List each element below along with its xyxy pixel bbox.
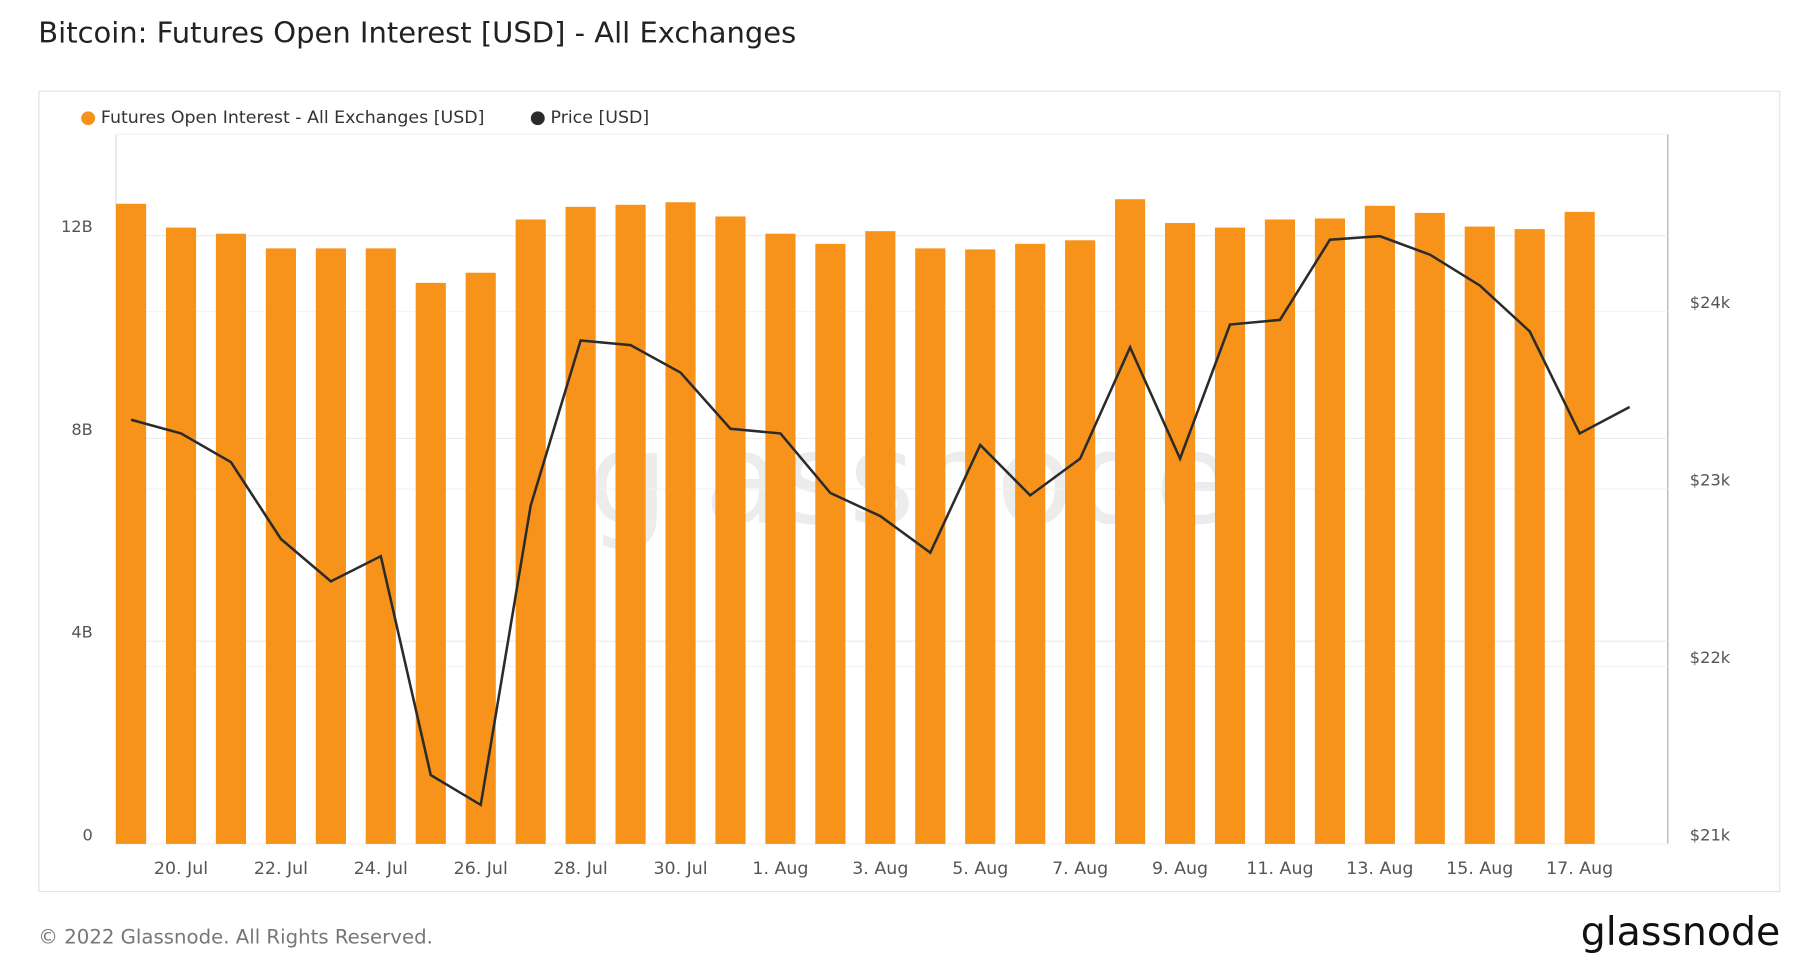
legend-label: Price [USD] bbox=[551, 108, 650, 128]
bar bbox=[315, 248, 346, 844]
bar bbox=[165, 227, 197, 844]
bar bbox=[565, 206, 596, 844]
x-tick-label: 15. Aug bbox=[1446, 859, 1513, 879]
bar bbox=[665, 202, 696, 844]
y-tick-label: 4B bbox=[71, 623, 92, 642]
bar bbox=[715, 216, 746, 844]
logo: glassnode bbox=[1581, 910, 1781, 953]
bar bbox=[415, 282, 446, 844]
x-tick-label: 1. Aug bbox=[752, 859, 808, 879]
x-tick-label: 13. Aug bbox=[1346, 859, 1413, 879]
bar bbox=[215, 233, 247, 844]
bar bbox=[1015, 243, 1046, 844]
legend-label: Futures Open Interest - All Exchanges [U… bbox=[101, 108, 485, 128]
bar bbox=[515, 219, 546, 844]
bar bbox=[1414, 212, 1445, 844]
footer: © 2022 Glassnode. All Rights Reserved. bbox=[38, 926, 433, 949]
y-tick-label: 0 bbox=[82, 825, 92, 844]
y2-tick-label: $24k bbox=[1690, 293, 1731, 312]
bar bbox=[1464, 226, 1495, 844]
chart-frame bbox=[38, 90, 1781, 893]
legend-dot bbox=[530, 111, 545, 126]
legend-dot bbox=[81, 111, 96, 126]
bar bbox=[865, 231, 896, 844]
bar bbox=[1564, 211, 1595, 844]
x-tick-label: 30. Jul bbox=[653, 859, 707, 879]
x-tick-label: 22. Jul bbox=[254, 859, 308, 879]
y-tick-label: 12B bbox=[61, 217, 93, 236]
bar bbox=[1364, 205, 1395, 844]
y2-tick-label: $21k bbox=[1690, 825, 1731, 844]
bar bbox=[765, 233, 796, 844]
chart-title: Bitcoin: Futures Open Interest [USD] - A… bbox=[38, 16, 796, 50]
bar bbox=[465, 272, 496, 844]
x-tick-label: 26. Jul bbox=[454, 859, 508, 879]
bar bbox=[615, 204, 646, 844]
x-tick-label: 20. Jul bbox=[154, 859, 208, 879]
x-tick-label: 17. Aug bbox=[1546, 859, 1613, 879]
bar bbox=[815, 243, 846, 844]
bar bbox=[1065, 240, 1096, 844]
bar bbox=[965, 249, 996, 844]
x-tick-label: 9. Aug bbox=[1152, 859, 1208, 879]
x-tick-label: 24. Jul bbox=[354, 859, 408, 879]
bar bbox=[365, 248, 396, 844]
y2-tick-label: $23k bbox=[1690, 471, 1731, 490]
bar bbox=[1115, 199, 1146, 844]
x-tick-label: 7. Aug bbox=[1052, 859, 1108, 879]
bar bbox=[1214, 227, 1246, 844]
bar bbox=[1314, 218, 1345, 844]
x-tick-label: 3. Aug bbox=[852, 859, 908, 879]
bar bbox=[265, 248, 296, 844]
bar bbox=[115, 203, 147, 844]
y2-tick-label: $22k bbox=[1690, 648, 1731, 667]
x-tick-label: 28. Jul bbox=[554, 859, 608, 879]
bar bbox=[1164, 223, 1196, 844]
bar bbox=[1264, 219, 1296, 844]
x-tick-label: 11. Aug bbox=[1246, 859, 1313, 879]
x-tick-label: 5. Aug bbox=[952, 859, 1008, 879]
y-tick-label: 8B bbox=[71, 420, 92, 439]
price-line bbox=[130, 234, 1631, 807]
